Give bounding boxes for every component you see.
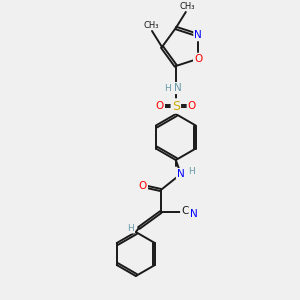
Text: O: O — [188, 101, 196, 111]
Text: O: O — [156, 101, 164, 111]
Text: CH₃: CH₃ — [179, 2, 195, 11]
Text: CH₃: CH₃ — [143, 22, 159, 31]
Text: O: O — [139, 181, 147, 191]
Text: C: C — [181, 206, 188, 216]
Text: O: O — [194, 54, 202, 64]
Text: N: N — [194, 30, 202, 40]
Text: S: S — [172, 100, 180, 112]
Text: H: H — [128, 224, 134, 232]
Text: H: H — [164, 83, 171, 92]
Text: H: H — [188, 167, 195, 176]
Text: N: N — [190, 209, 198, 219]
Text: N: N — [174, 83, 182, 93]
Text: N: N — [177, 169, 185, 179]
